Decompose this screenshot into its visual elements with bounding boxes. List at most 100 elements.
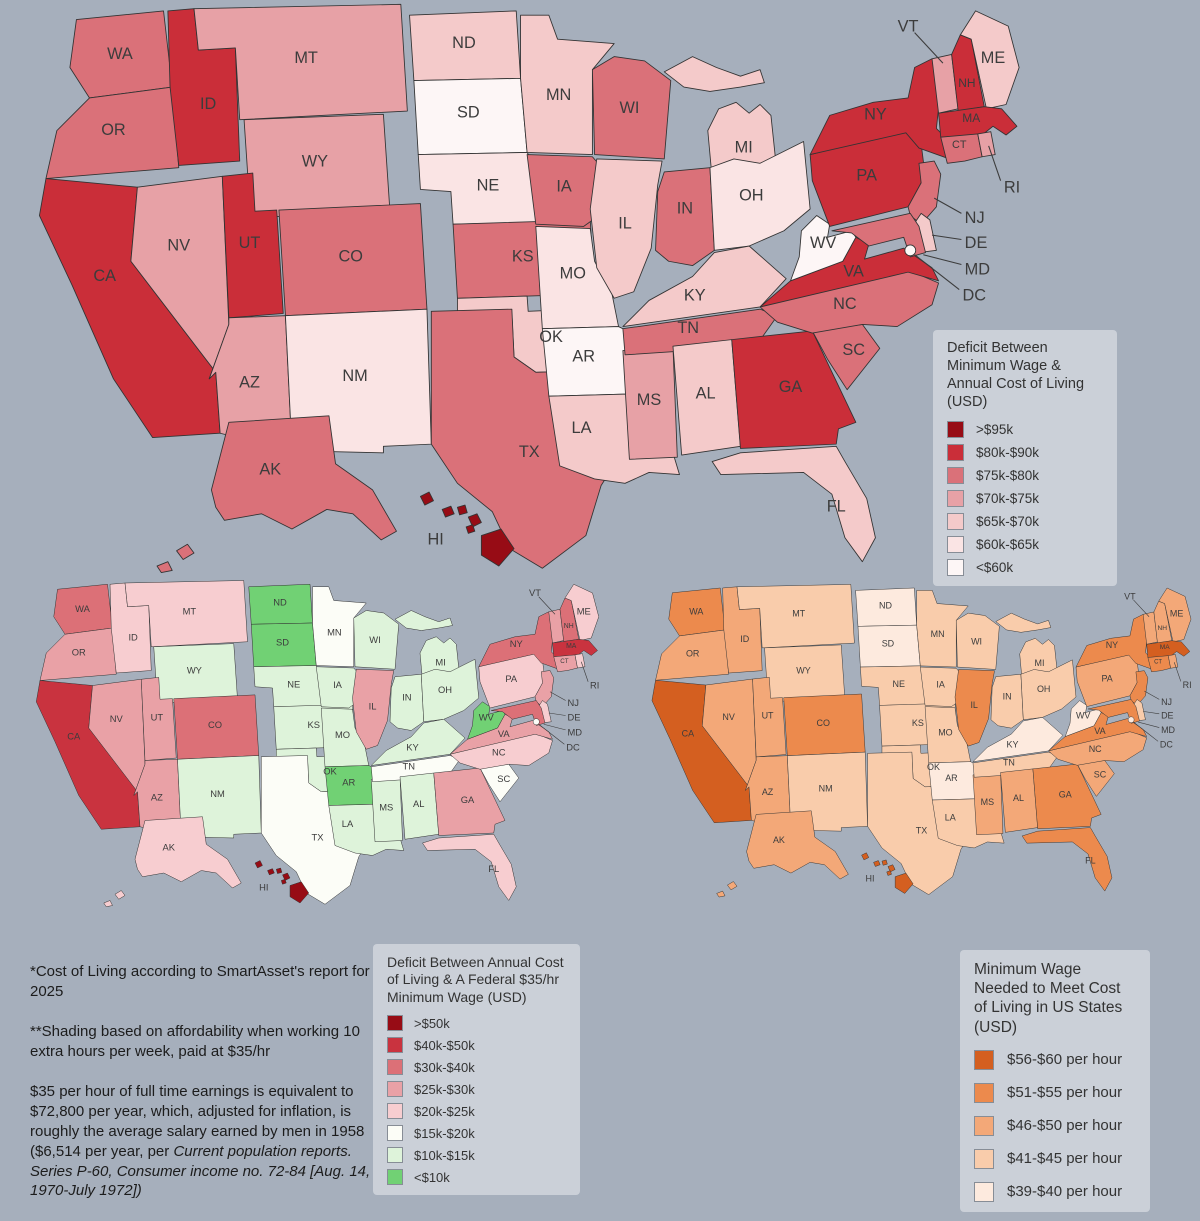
state-label-UT: UT [762, 711, 774, 721]
state-label-AR: AR [572, 347, 595, 365]
leader-line-VT [914, 32, 944, 64]
leader-line-NJ [549, 691, 566, 701]
us-map-svg-bottom_left: WA OR CA NV ID MT WY UT CO AZ NM ND SD NE KS OK TX MN IA MO… [36, 580, 599, 907]
state-label-AL: AL [696, 384, 716, 402]
state-ME [1158, 587, 1192, 643]
state-AK [114, 890, 126, 900]
state-label-VA: VA [498, 729, 511, 739]
state-AK [716, 890, 726, 898]
state-label-RI: RI [590, 681, 599, 691]
state-label-NC: NC [492, 748, 506, 758]
state-label-GA: GA [1059, 790, 1072, 800]
state-WV [1064, 700, 1102, 737]
legend-label: $80k-$90k [976, 444, 1040, 460]
state-label-IL: IL [618, 215, 632, 233]
legend-item: $51-$55 per hour [974, 1082, 1136, 1103]
state-label-TN: TN [403, 761, 415, 771]
legend-item: $39-$40 per hour [974, 1181, 1136, 1202]
leader-line-DE [548, 712, 566, 716]
state-label-AK: AK [773, 835, 785, 845]
state-RI [977, 131, 996, 158]
state-OR [655, 629, 729, 681]
leader-line-MD [923, 254, 962, 266]
state-label-FL: FL [488, 864, 499, 874]
state-AK [156, 561, 173, 574]
state-HI [282, 872, 291, 881]
state-label-CA: CA [67, 731, 81, 741]
legend-swatch [387, 1147, 403, 1164]
state-label-WY: WY [302, 153, 328, 171]
state-WV [790, 215, 857, 282]
legend-swatch [947, 420, 964, 438]
state-label-AL: AL [413, 799, 424, 809]
leader-line-MD [543, 723, 566, 731]
state-label-MS: MS [637, 391, 662, 409]
state-label-MO: MO [335, 730, 350, 740]
legend-panel-bottom-left: Deficit Between Annual Cost of Living & … [373, 944, 580, 1196]
legend-label: $25k-$30k [414, 1081, 475, 1097]
state-MI [394, 610, 453, 631]
state-label-MN: MN [931, 629, 945, 639]
state-MT [124, 580, 248, 647]
legend-swatch [387, 1037, 403, 1054]
state-CT [940, 133, 983, 164]
legend-item: $40k-$50k [387, 1037, 566, 1054]
state-label-CA: CA [682, 729, 694, 739]
state-MD [491, 700, 546, 726]
leader-line-VT [538, 596, 556, 615]
state-label-UT: UT [239, 234, 261, 252]
state-NH [1153, 600, 1173, 644]
state-label-LA: LA [572, 419, 592, 437]
legend-item: $30k-$40k [387, 1059, 566, 1076]
legend-item: $10k-$15k [387, 1147, 566, 1164]
state-label-OR: OR [72, 648, 86, 658]
state-label-ND: ND [273, 598, 287, 608]
state-label-NE: NE [477, 176, 500, 194]
state-label-NY: NY [864, 106, 887, 124]
legend-swatch [974, 1181, 994, 1202]
state-CT [553, 654, 578, 672]
legend-label: $40k-$50k [414, 1037, 475, 1053]
state-label-ND: ND [452, 34, 476, 52]
state-label-NV: NV [167, 236, 190, 254]
state-label-KS: KS [512, 247, 534, 265]
leader-line-DC [914, 254, 960, 290]
state-label-UT: UT [151, 713, 164, 723]
state-FL [711, 445, 876, 563]
state-label-TX: TX [312, 833, 325, 843]
state-MT [736, 584, 855, 649]
state-label-DC: DC [1160, 739, 1173, 749]
leader-line-DE [1143, 711, 1160, 715]
legend-item: $65k-$70k [947, 512, 1103, 530]
state-HI [886, 870, 892, 876]
legend-swatch [947, 558, 964, 576]
map-deficit-vs-35hr-wage: WA OR CA NV ID MT WY UT CO AZ NM ND SD NE KS OK TX MN IA MO… [5, 578, 605, 953]
state-HI [456, 504, 468, 516]
leader-line-RI [580, 661, 589, 682]
footnotes: *Cost of Living according to SmartAsset'… [30, 962, 377, 1221]
state-HI [887, 864, 896, 873]
state-label-WV: WV [1076, 711, 1090, 721]
legend-item: $15k-$20k [387, 1125, 566, 1142]
state-label-NJ: NJ [1161, 697, 1172, 707]
legend-item: $25k-$30k [387, 1081, 566, 1098]
state-label-IL: IL [369, 701, 377, 711]
legend-label: $65k-$70k [976, 513, 1040, 529]
state-NH [559, 597, 579, 642]
state-label-WY: WY [796, 666, 810, 676]
state-HI [465, 524, 476, 534]
state-label-AK: AK [259, 461, 281, 479]
state-label-MI: MI [735, 138, 753, 156]
state-label-ID: ID [200, 95, 216, 113]
legend-swatch [387, 1059, 403, 1076]
legend-swatch [974, 1148, 994, 1169]
leader-line-NJ [1144, 690, 1160, 700]
state-label-AZ: AZ [239, 374, 260, 392]
state-label-NJ: NJ [568, 698, 579, 708]
legend-item: <$10k [387, 1169, 566, 1186]
state-WI [955, 612, 1000, 670]
state-AK [210, 415, 397, 541]
state-label-HI: HI [865, 873, 874, 883]
state-CT [1147, 655, 1171, 673]
